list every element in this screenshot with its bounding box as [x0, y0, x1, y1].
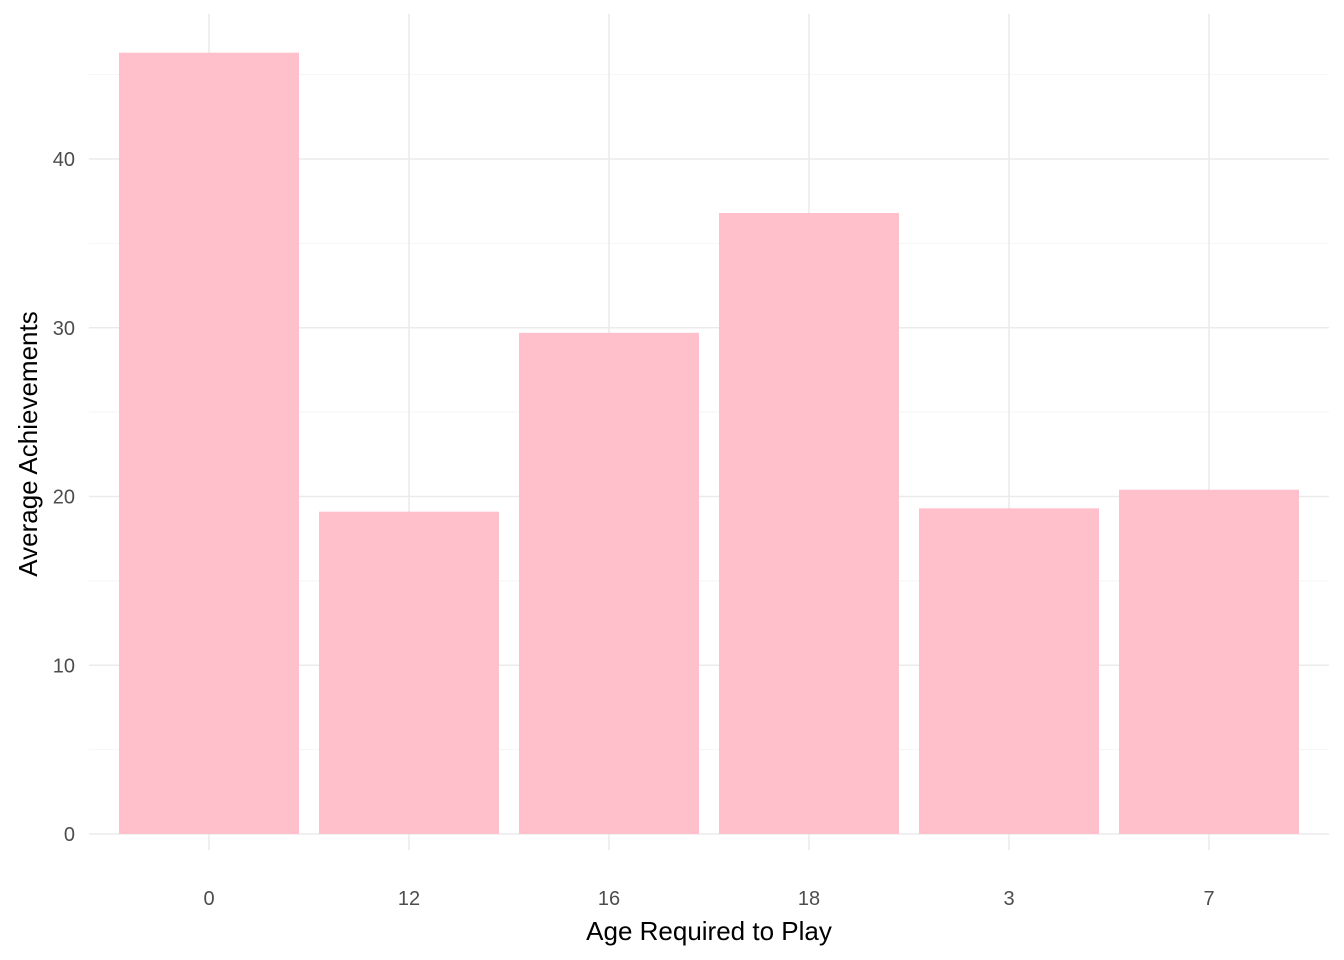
y-axis-title: Average Achievements	[13, 311, 43, 576]
x-tick-label: 12	[398, 888, 420, 910]
y-tick-label: 0	[64, 824, 75, 846]
x-axis-ticks: 0 12 16 18 3 7	[203, 888, 1214, 910]
x-tick-label: 3	[1003, 888, 1014, 910]
x-axis-title: Age Required to Play	[586, 916, 832, 946]
y-tick-label: 10	[53, 655, 75, 677]
x-tick-label: 0	[203, 888, 214, 910]
bar-18	[719, 213, 899, 834]
bars	[119, 52, 1299, 834]
bar-12	[319, 511, 499, 834]
y-tick-label: 40	[53, 149, 75, 171]
y-tick-label: 30	[53, 318, 75, 340]
y-axis-ticks: 0 10 20 30 40	[53, 149, 75, 846]
bar-7	[1119, 489, 1299, 834]
y-tick-label: 20	[53, 487, 75, 509]
x-tick-label: 7	[1203, 888, 1214, 910]
x-tick-label: 18	[798, 888, 820, 910]
bar-0	[119, 52, 299, 834]
bar-16	[519, 332, 699, 834]
x-tick-label: 16	[598, 888, 620, 910]
bar-3	[919, 508, 1099, 834]
